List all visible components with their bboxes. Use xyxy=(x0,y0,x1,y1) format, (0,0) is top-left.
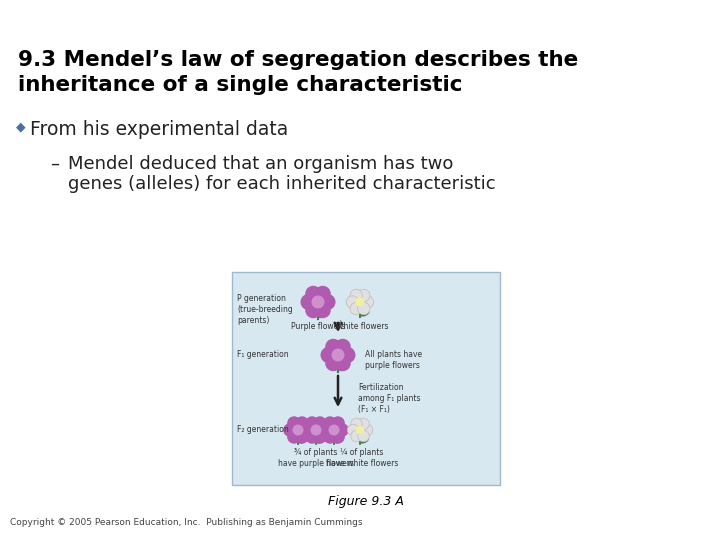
Circle shape xyxy=(329,425,339,435)
Text: Mendel deduced that an organism has two: Mendel deduced that an organism has two xyxy=(68,155,454,173)
Circle shape xyxy=(358,430,369,442)
Ellipse shape xyxy=(339,365,348,370)
Text: ¼ of plants
have white flowers: ¼ of plants have white flowers xyxy=(326,448,398,468)
Circle shape xyxy=(296,417,308,429)
Text: All plants have
purple flowers: All plants have purple flowers xyxy=(365,350,422,370)
Text: ◆: ◆ xyxy=(16,120,26,133)
Circle shape xyxy=(332,431,344,443)
Circle shape xyxy=(358,289,370,302)
Text: F₂ generation: F₂ generation xyxy=(237,425,289,434)
Ellipse shape xyxy=(361,438,368,443)
Circle shape xyxy=(346,296,359,308)
Circle shape xyxy=(361,424,373,436)
Circle shape xyxy=(358,302,370,315)
Circle shape xyxy=(302,424,314,436)
Circle shape xyxy=(314,417,326,429)
Circle shape xyxy=(361,296,374,308)
Circle shape xyxy=(306,417,318,429)
Circle shape xyxy=(300,424,312,436)
Circle shape xyxy=(340,348,355,362)
Circle shape xyxy=(326,340,341,354)
Circle shape xyxy=(320,295,335,309)
Circle shape xyxy=(350,289,362,302)
Text: –: – xyxy=(50,155,59,173)
Circle shape xyxy=(293,425,303,435)
Text: inheritance of a single characteristic: inheritance of a single characteristic xyxy=(18,75,462,95)
Text: 9.3 Mendel’s law of segregation describes the: 9.3 Mendel’s law of segregation describe… xyxy=(18,50,578,70)
Circle shape xyxy=(314,431,326,443)
Circle shape xyxy=(326,356,341,370)
Text: P generation
(true-breeding
parents): P generation (true-breeding parents) xyxy=(237,294,293,325)
Circle shape xyxy=(356,427,364,434)
Circle shape xyxy=(306,286,320,301)
Text: White flowers: White flowers xyxy=(336,322,388,331)
Circle shape xyxy=(347,424,359,436)
Circle shape xyxy=(351,430,362,442)
Text: Figure 9.3 A: Figure 9.3 A xyxy=(328,495,404,508)
Text: F₁ generation: F₁ generation xyxy=(237,350,289,359)
Circle shape xyxy=(332,417,344,429)
Text: Copyright © 2005 Pearson Education, Inc.  Publishing as Benjamin Cummings: Copyright © 2005 Pearson Education, Inc.… xyxy=(10,518,362,527)
Circle shape xyxy=(312,296,324,308)
Circle shape xyxy=(306,303,320,318)
Ellipse shape xyxy=(299,438,306,443)
Circle shape xyxy=(315,303,330,318)
Circle shape xyxy=(351,418,362,430)
Circle shape xyxy=(321,348,336,362)
Circle shape xyxy=(350,302,362,315)
Text: From his experimental data: From his experimental data xyxy=(30,120,288,139)
Circle shape xyxy=(336,424,348,436)
Circle shape xyxy=(296,431,308,443)
Text: Fertilization
among F₁ plants
(F₁ × F₁): Fertilization among F₁ plants (F₁ × F₁) xyxy=(358,383,420,414)
Ellipse shape xyxy=(361,311,369,316)
Circle shape xyxy=(301,295,316,309)
Circle shape xyxy=(356,298,364,306)
Circle shape xyxy=(332,349,343,361)
Circle shape xyxy=(315,286,330,301)
Circle shape xyxy=(336,356,350,370)
Circle shape xyxy=(306,431,318,443)
Circle shape xyxy=(288,417,300,429)
Circle shape xyxy=(311,425,321,435)
Circle shape xyxy=(336,340,350,354)
Text: genes (alleles) for each inherited characteristic: genes (alleles) for each inherited chara… xyxy=(68,175,495,193)
Text: ¾ of plants
have purple flowers: ¾ of plants have purple flowers xyxy=(278,448,354,468)
Circle shape xyxy=(324,417,336,429)
FancyBboxPatch shape xyxy=(232,272,500,485)
Ellipse shape xyxy=(335,438,342,443)
Text: Purple flowers: Purple flowers xyxy=(291,322,346,331)
Ellipse shape xyxy=(317,438,324,443)
Circle shape xyxy=(284,424,296,436)
Circle shape xyxy=(324,431,336,443)
Circle shape xyxy=(318,424,330,436)
Circle shape xyxy=(288,431,300,443)
Circle shape xyxy=(358,418,369,430)
Ellipse shape xyxy=(319,312,328,318)
Circle shape xyxy=(320,424,332,436)
